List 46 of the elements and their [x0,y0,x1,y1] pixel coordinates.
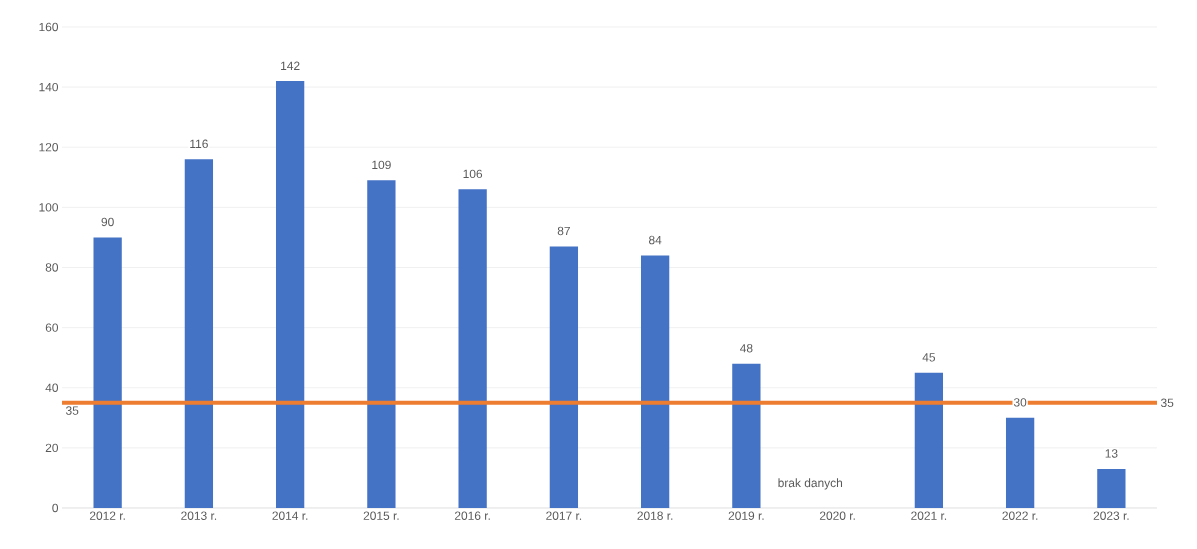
bar [1097,468,1126,508]
x-tick-label: 2016 r. [454,511,490,520]
data-label: 84 [649,235,662,245]
bar [93,237,122,508]
x-tick-label: 2014 r. [272,511,308,520]
data-label: 30 [1013,398,1027,407]
y-tick-label: 120 [39,143,59,152]
bar [732,363,761,508]
data-label: 109 [372,160,391,170]
x-tick-label: 2018 r. [637,511,673,520]
x-tick-label: 2015 r. [363,511,399,520]
annotation: brak danych [778,478,843,490]
data-label: 87 [557,226,570,236]
y-tick-label: 20 [45,443,59,453]
y-tick-label: 80 [45,263,59,272]
x-tick-label: 2012 r. [89,511,125,520]
ref-line-label: 35 [65,406,79,415]
y-tick-label: 40 [45,383,59,392]
data-label: 48 [740,344,753,353]
y-tick-label: 60 [45,323,59,332]
x-tick-label: 2023 r. [1093,511,1129,520]
x-tick-label: 2017 r. [546,511,582,520]
x-tick-label: 2020 r. [819,511,855,520]
data-label: 142 [281,61,300,70]
x-tick-label: 2022 r. [1002,511,1038,520]
data-label: 106 [463,169,483,179]
data-label: 90 [101,217,114,227]
bar [549,246,579,508]
data-label: 45 [922,353,936,362]
bar [367,180,396,508]
bar [184,159,214,508]
x-tick-label: 2013 r. [181,511,217,520]
bar [640,255,670,508]
y-tick-label: 140 [39,82,59,92]
bar [275,81,305,508]
text: 35 [1160,398,1174,407]
y-tick-label: 160 [39,22,59,32]
data-label: 116 [190,139,208,149]
y-tick-label: 0 [52,503,59,513]
bar [1005,417,1035,508]
x-tick-label: 2021 r. [911,511,947,520]
bar [458,189,487,508]
bar [914,372,944,508]
data-label: 13 [1105,449,1118,458]
x-tick-label: 2019 r. [728,511,764,520]
y-tick-label: 100 [39,203,59,212]
